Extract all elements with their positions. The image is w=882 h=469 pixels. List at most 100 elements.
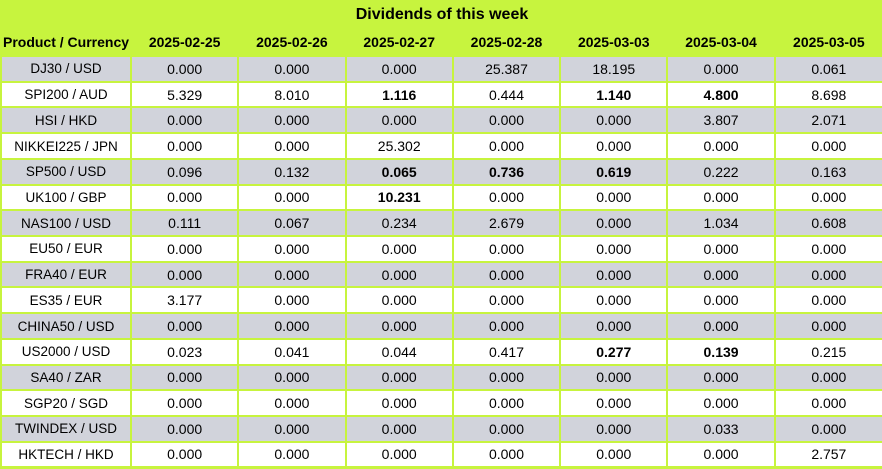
dividend-value-cell: 0.000 — [344, 106, 454, 135]
product-currency-cell: NIKKEI225 / JPN — [0, 132, 132, 160]
dividend-value-cell: 0.000 — [773, 415, 882, 443]
dividend-value-cell: 0.000 — [237, 183, 347, 212]
dividend-value-cell: 0.000 — [344, 415, 454, 443]
dividend-value-cell: 0.000 — [129, 415, 240, 443]
dividend-value-cell: 0.000 — [451, 260, 562, 289]
dividend-value-cell: 0.000 — [559, 132, 669, 160]
dividend-value-cell: 0.000 — [237, 389, 347, 418]
dividend-value-cell: 0.000 — [559, 415, 669, 443]
dividend-value-cell: 2.757 — [773, 440, 882, 469]
dividend-value-cell: 0.000 — [237, 235, 347, 263]
dividend-value-cell: 0.234 — [344, 209, 454, 238]
dividend-value-cell: 8.698 — [773, 80, 882, 109]
dividend-value-cell: 0.065 — [344, 157, 454, 186]
dividend-value-cell: 0.000 — [451, 183, 562, 212]
dividend-value-cell: 18.195 — [559, 55, 669, 83]
dividend-value-cell: 0.000 — [344, 286, 454, 315]
dividend-value-cell: 0.000 — [129, 260, 240, 289]
title-row: Dividends of this week — [0, 0, 882, 28]
dividend-value-cell: 0.000 — [237, 415, 347, 443]
dividend-value-cell: 0.000 — [237, 106, 347, 135]
dividend-value-cell: 0.000 — [451, 132, 562, 160]
dividend-value-cell: 0.000 — [451, 312, 562, 340]
product-currency-cell: SPI200 / AUD — [0, 80, 132, 109]
dividend-value-cell: 1.140 — [559, 80, 669, 109]
dividend-value-cell: 0.000 — [451, 235, 562, 263]
product-currency-cell: FRA40 / EUR — [0, 260, 132, 289]
dividend-value-cell: 0.000 — [773, 132, 882, 160]
dividend-value-cell: 5.329 — [129, 80, 240, 109]
dividend-value-cell: 0.000 — [666, 440, 776, 469]
dividend-value-cell: 0.061 — [773, 55, 882, 83]
dividend-value-cell: 8.010 — [237, 80, 347, 109]
dividend-value-cell: 0.000 — [344, 363, 454, 392]
dividend-value-cell: 0.000 — [237, 260, 347, 289]
dividend-value-cell: 0.023 — [129, 337, 240, 366]
dividend-value-cell: 0.000 — [666, 235, 776, 263]
dividend-value-cell: 0.000 — [666, 183, 776, 212]
dividend-value-cell: 0.000 — [129, 132, 240, 160]
dividend-value-cell: 0.736 — [451, 157, 562, 186]
dividend-value-cell: 0.000 — [129, 363, 240, 392]
dividend-value-cell: 0.000 — [129, 183, 240, 212]
dividend-value-cell: 0.000 — [451, 363, 562, 392]
dividend-value-cell: 0.111 — [129, 209, 240, 238]
product-currency-cell: CHINA50 / USD — [0, 312, 132, 340]
product-currency-cell: US2000 / USD — [0, 337, 132, 366]
dividend-value-cell: 0.222 — [666, 157, 776, 186]
dividend-value-cell: 0.000 — [773, 235, 882, 263]
dividend-value-cell: 0.000 — [773, 183, 882, 212]
dividend-value-cell: 0.132 — [237, 157, 347, 186]
table-title: Dividends of this week — [0, 0, 882, 28]
dividend-value-cell: 0.277 — [559, 337, 669, 366]
dividend-value-cell: 0.041 — [237, 337, 347, 366]
dividend-value-cell: 0.000 — [451, 440, 562, 469]
dividend-value-cell: 0.000 — [773, 260, 882, 289]
dividend-value-cell: 0.000 — [559, 440, 669, 469]
dividend-value-cell: 0.000 — [129, 55, 240, 83]
dividend-value-cell: 0.000 — [666, 363, 776, 392]
dividend-value-cell: 0.000 — [666, 55, 776, 83]
dividend-value-cell: 0.000 — [773, 312, 882, 340]
product-currency-cell: SA40 / ZAR — [0, 363, 132, 392]
table-row: SP500 / USD 0.096 0.132 0.065 0.736 0.619 0.22… — [0, 157, 882, 186]
dividend-value-cell: 1.034 — [666, 209, 776, 238]
product-currency-cell: HSI / HKD — [0, 106, 132, 135]
dividend-value-cell: 0.000 — [666, 286, 776, 315]
table-body: DJ30 / USD 0.000 0.000 0.000 25.387 18.195 0.0… — [0, 55, 882, 469]
dividend-value-cell: 0.000 — [451, 389, 562, 418]
column-header-date: 2025-02-27 — [344, 28, 454, 57]
header-row: Product / Currency 2025-02-25 2025-02-26 2… — [0, 28, 882, 57]
dividend-value-cell: 0.000 — [773, 363, 882, 392]
dividend-value-cell: 0.000 — [666, 260, 776, 289]
dividend-value-cell: 0.000 — [129, 312, 240, 340]
dividend-value-cell: 0.000 — [451, 106, 562, 135]
column-header-date: 2025-02-26 — [237, 28, 347, 57]
dividend-value-cell: 0.619 — [559, 157, 669, 186]
product-currency-cell: TWINDEX / USD — [0, 415, 132, 443]
product-currency-cell: SGP20 / SGD — [0, 389, 132, 418]
dividend-value-cell: 0.417 — [451, 337, 562, 366]
dividend-value-cell: 0.000 — [344, 55, 454, 83]
column-header-date: 2025-02-28 — [451, 28, 562, 57]
dividend-value-cell: 0.033 — [666, 415, 776, 443]
dividend-value-cell: 0.163 — [773, 157, 882, 186]
dividend-value-cell: 0.000 — [129, 235, 240, 263]
table-row: CHINA50 / USD 0.000 0.000 0.000 0.000 0.000 0.… — [0, 312, 882, 340]
dividend-value-cell: 0.000 — [237, 286, 347, 315]
table-row: EU50 / EUR 0.000 0.000 0.000 0.000 0.000 0.000… — [0, 235, 882, 263]
table-row: ES35 / EUR 3.177 0.000 0.000 0.000 0.000 0.000… — [0, 286, 882, 315]
product-currency-cell: NAS100 / USD — [0, 209, 132, 238]
table-row: UK100 / GBP 0.000 0.000 10.231 0.000 0.000 0.0… — [0, 183, 882, 212]
dividend-value-cell: 0.000 — [773, 389, 882, 418]
dividend-value-cell: 0.000 — [451, 415, 562, 443]
dividend-value-cell: 25.387 — [451, 55, 562, 83]
product-currency-cell: DJ30 / USD — [0, 55, 132, 83]
dividend-value-cell: 0.000 — [559, 312, 669, 340]
dividend-value-cell: 0.000 — [666, 389, 776, 418]
table-row: HKTECH / HKD 0.000 0.000 0.000 0.000 0.000 0.0… — [0, 440, 882, 469]
dividend-value-cell: 0.000 — [344, 389, 454, 418]
dividend-value-cell: 0.000 — [344, 260, 454, 289]
